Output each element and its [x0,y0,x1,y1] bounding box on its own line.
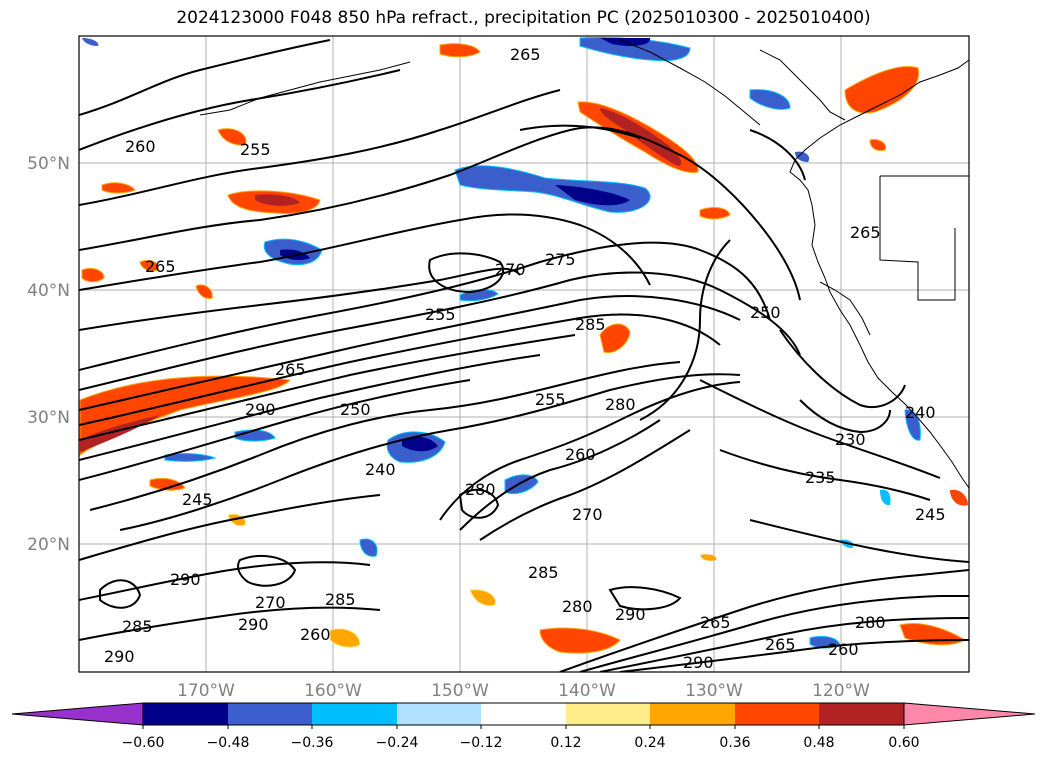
colorbar-swatch [481,703,566,725]
contour-label: 265 [275,360,306,379]
contour-label: 255 [240,140,271,159]
contour-label: 290 [615,605,646,624]
contour-label: 245 [915,505,946,524]
contour-label: 235 [805,468,836,487]
contour-label: 285 [325,590,356,609]
contour-label: 230 [835,430,866,449]
contour-label: 240 [365,460,396,479]
lat-label: 20°N [27,535,70,555]
contour-label: 265 [510,45,541,64]
lon-label: 130°W [685,681,743,701]
contour-label: 265 [850,223,881,242]
contour-label: 245 [182,490,213,509]
contour-label: 265 [765,635,796,654]
colorbar: −0.60 −0.48 −0.36 −0.24 −0.12 0.12 0.24 … [11,702,1036,751]
contour-label: 290 [170,570,201,589]
lon-label: 120°W [812,681,870,701]
contour-label: 270 [572,505,603,524]
contour-label: 260 [565,445,596,464]
contour-label: 260 [828,640,859,659]
colorbar-tick-label: −0.36 [291,735,334,751]
colorbar-tick-label: 0.36 [719,735,750,751]
contour-label: 270 [255,593,286,612]
colorbar-swatch [143,703,228,725]
contour-label: 250 [340,400,371,419]
lat-label: 40°N [27,281,70,301]
lon-label: 150°W [431,681,489,701]
contour-label-group: 265 260 255 265 285 275 265 270 290 250 … [104,45,946,672]
lat-label: 50°N [27,154,70,174]
contour-label: 280 [605,395,636,414]
contour-label: 290 [104,647,135,666]
contour-label: 265 [145,257,176,276]
contour-label: 260 [300,625,331,644]
colorbar-swatch [312,703,397,725]
contour-label: 285 [575,315,606,334]
colorbar-ticks [142,725,905,729]
colorbar-swatch [903,702,1036,726]
colorbar-tick-label: −0.24 [376,735,419,751]
colorbar-tick-label: −0.48 [207,735,250,751]
contour-label: 250 [750,303,781,322]
plot-area [79,36,969,672]
colorbar-frame [142,702,905,726]
contour-label: 280 [855,613,886,632]
lon-label: 160°W [304,681,362,701]
contour-label: 280 [465,480,496,499]
colorbar-tick-label: 0.48 [803,735,834,751]
colorbar-swatch [228,703,312,725]
contour-label: 275 [545,250,576,269]
lon-label: 170°W [177,681,235,701]
colorbar-tick-label: 0.24 [634,735,665,751]
colorbar-tick-label: 0.12 [550,735,581,751]
contour-label: 285 [122,617,153,636]
contour-label: 260 [125,137,156,156]
contour-label: 255 [535,390,566,409]
colorbar-swatch [397,703,481,725]
longitude-labels: 170°W 160°W 150°W 140°W 130°W 120°W [177,681,870,701]
colorbar-tick-label: −0.12 [460,735,503,751]
coastlines [199,39,969,489]
plot-frame [78,35,970,673]
chart-title: 2024123000 F048 850 hPa refract., precip… [176,8,871,28]
contour-label: 280 [562,597,593,616]
contour-label: 290 [238,615,269,634]
colorbar-swatch [650,703,735,725]
colorbar-tick-label: −0.60 [122,735,165,751]
colorbar-swatch [566,703,650,725]
precip-area-positive [79,43,968,654]
colorbar-swatch [735,703,819,725]
lon-label: 140°W [558,681,616,701]
contour-label: 270 [495,260,526,279]
contour-label: 265 [700,613,731,632]
colorbar-swatch [11,702,144,726]
contour-label: 290 [245,400,276,419]
contour-label: 285 [528,563,559,582]
latitude-labels: 50°N 40°N 30°N 20°N [27,154,70,555]
refractivity-contours [79,39,969,672]
contour-label: 255 [425,305,456,324]
colorbar-swatch [819,703,904,725]
colorbar-tick-label: 0.60 [888,735,919,751]
contour-label: 290 [683,653,714,672]
lat-label: 30°N [27,408,70,428]
contour-label: 240 [905,403,936,422]
